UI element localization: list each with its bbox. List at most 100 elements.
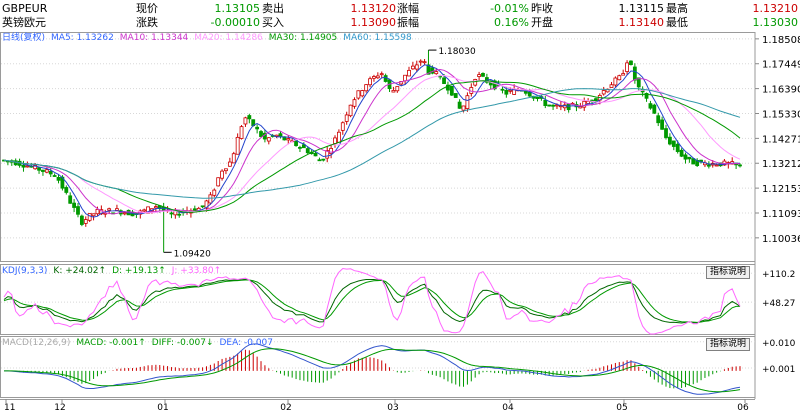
candle-body-55 (212, 189, 217, 196)
candle-body-25 (95, 209, 100, 215)
candle-body-61 (235, 136, 240, 155)
ind-macd-item-4: DEA: -0.007 (219, 338, 274, 348)
candle-body-116 (449, 85, 454, 96)
candle-body-72 (278, 133, 283, 137)
candle-body-122 (473, 79, 478, 86)
panel-border-1 (0, 32, 756, 262)
field-label-6: 涨跌 (136, 16, 158, 29)
ind-macd-item-3: DIFF: -0.007↓ (151, 338, 214, 348)
field-label-9: 开盘 (531, 16, 553, 29)
main-ytick-label-8: 1.17449 (762, 60, 800, 71)
candle-body-108 (418, 60, 423, 63)
field-value-9: 1.13140 (618, 16, 665, 29)
candle-body-190 (738, 164, 742, 167)
candle-body-7 (25, 165, 30, 168)
candle-body-32 (122, 212, 127, 215)
candle-body-88 (340, 122, 345, 131)
candle-body-86 (333, 137, 337, 144)
candle-body-19 (72, 202, 76, 208)
candle-body-93 (360, 90, 365, 97)
candle-body-90 (348, 104, 353, 117)
candle-body-107 (414, 64, 419, 70)
candle-body-17 (64, 187, 69, 193)
candle-body-110 (426, 64, 431, 75)
candle-body-69 (266, 137, 271, 142)
main-ytick-label-5: 1.14271 (762, 134, 800, 145)
candle-body-119 (461, 105, 466, 111)
candle-body-74 (286, 138, 291, 141)
ma30-line (3, 80, 741, 213)
candle-body-109 (422, 61, 427, 64)
candle-body-184 (714, 164, 719, 167)
candle-body-159 (617, 75, 622, 81)
main-ytick-label-4: 1.13212 (762, 159, 800, 170)
candle-body-153 (594, 98, 598, 102)
candle-body-129 (500, 88, 505, 91)
candle-body-146 (566, 103, 571, 111)
main-ytick-label-1: 1.10036 (762, 234, 800, 245)
kdj-ytick-label-1: +110.2 (762, 270, 795, 280)
candle-body-102 (395, 86, 400, 92)
main-ytick-label-3: 1.12153 (762, 184, 800, 195)
candle-body-11 (41, 169, 45, 172)
candle-body-101 (391, 90, 396, 93)
kdj-ytick-label-2: +48.27 (762, 299, 795, 309)
candle-body-114 (442, 77, 446, 84)
candle-body-140 (543, 99, 548, 106)
ma10-line (3, 68, 741, 215)
candle-body-97 (375, 75, 380, 79)
ind-main-item-2: MA5: 1.13262 (51, 33, 114, 43)
candle-body-162 (629, 60, 633, 65)
candle-body-124 (481, 72, 485, 77)
ind-kdj-item-1: KDJ(9,3,3) (2, 266, 48, 276)
main-ytick-label-6: 1.15330 (762, 110, 800, 121)
candle-body-117 (453, 93, 458, 98)
candle-body-105 (407, 69, 411, 77)
candle-body-52 (200, 205, 205, 208)
candle-body-158 (613, 77, 618, 86)
candle-body-150 (582, 100, 587, 108)
xtick-label-2: 12 (54, 403, 65, 412)
field-value-2: 1.13120 (350, 2, 397, 15)
candle-body-13 (48, 171, 53, 175)
candle-body-155 (601, 90, 606, 95)
xtick-label-5: 03 (387, 403, 398, 412)
field-label-1: 现价 (136, 2, 158, 15)
ind-macd-item-1: MACD(12,26,9) (2, 338, 71, 348)
candle-body-83 (321, 158, 326, 161)
candle-body-163 (632, 66, 637, 81)
candle-body-24 (91, 213, 96, 217)
symbol-code: GBPEUR (2, 2, 48, 15)
candle-body-92 (356, 90, 361, 99)
field-label-4: 昨收 (531, 2, 553, 15)
candle-body-118 (457, 101, 462, 109)
candle-body-44 (169, 212, 174, 215)
ind-main-item-3: MA10: 1.13344 (119, 33, 189, 43)
candle-body-56 (216, 177, 221, 187)
candle-body-149 (578, 106, 583, 109)
candle-body-58 (224, 168, 228, 172)
field-label-2: 卖出 (262, 2, 284, 15)
candle-body-78 (301, 144, 306, 149)
candle-body-63 (243, 117, 248, 125)
macd-indicator-help-button[interactable]: 指标说明 (706, 338, 751, 351)
candle-body-175 (679, 149, 684, 157)
candle-body-151 (586, 100, 591, 104)
candle-body-94 (364, 84, 369, 92)
field-label-10: 最低 (666, 16, 688, 29)
candle-body-53 (204, 200, 209, 209)
candle-body-182 (706, 164, 711, 167)
candle-body-46 (177, 213, 182, 216)
ind-main-item-1: 日线(复权) (2, 33, 46, 43)
candle-body-18 (68, 195, 73, 204)
main-ytick-label-2: 1.11093 (762, 209, 800, 220)
candle-body-167 (648, 103, 653, 109)
ma5-line (3, 64, 740, 218)
annotation-label-1: 1.18030 (438, 47, 475, 57)
kdj-indicator-help-button[interactable]: 指标说明 (706, 266, 751, 279)
candle-body-99 (383, 75, 388, 82)
field-value-10: 1.13030 (752, 16, 799, 29)
xtick-label-8: 06 (737, 403, 749, 412)
field-value-5: 1.13210 (752, 2, 799, 15)
